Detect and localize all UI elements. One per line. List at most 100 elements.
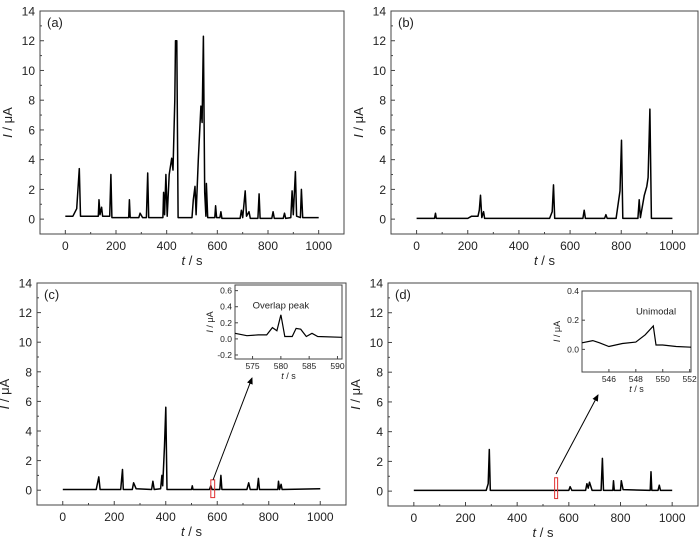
x-axis-label: t / s: [533, 525, 554, 540]
y-axis-label-var: I: [351, 134, 366, 138]
inset-y-axis-label: I / μA: [205, 311, 215, 332]
x-tick-label: 1000: [659, 511, 686, 525]
inset-series-line: [234, 314, 343, 338]
y-axis-label-var: I: [348, 406, 363, 410]
y-tick-label: 4: [25, 425, 32, 439]
highlight-box: [554, 477, 559, 500]
plot-frame: [39, 10, 345, 235]
inset-x-tick-label: 590: [330, 361, 344, 371]
y-tick-label: 4: [376, 425, 383, 439]
y-axis-label-unit: / μA: [351, 107, 366, 134]
inset: 546 548 550 552 0.0 0.2 0.4 t / s I / μA Unimodal: [552, 286, 697, 394]
x-axis-label-unit: / s: [185, 253, 203, 268]
x-axis-label-unit: / s: [185, 524, 203, 539]
y-tick-label: 12: [373, 34, 387, 48]
y-tick-label: 10: [370, 336, 384, 350]
y-tick-label: 14: [373, 5, 387, 19]
panel-a: 0 200 400 600 800 1000 0 2 4 6 8 10 12 14 t / s I / μA (…: [0, 5, 345, 268]
plot-frame: [390, 10, 699, 235]
inset-frame: [234, 284, 343, 360]
y-tick-label: 2: [379, 183, 386, 197]
inset-y-label-unit: / μA: [552, 321, 562, 340]
x-tick-label: 600: [207, 510, 227, 524]
y-tick-label: 6: [379, 123, 386, 137]
y-tick-label: 12: [22, 34, 36, 48]
inset-y-label-unit: / μA: [205, 311, 215, 330]
y-tick-label: 0: [28, 213, 35, 227]
x-axis-label-unit: / s: [536, 525, 554, 540]
y-axis-label-unit: / μA: [0, 378, 12, 405]
inset-x-tick-label: 550: [656, 374, 670, 384]
inset-annotation: Unimodal: [636, 306, 676, 317]
panel-label: (c): [44, 287, 59, 302]
inset-x-label-var: t: [629, 384, 632, 394]
y-tick-label: 8: [28, 94, 35, 108]
panel-d: 0 200 400 600 800 1000 0 2 4 6 8 10 12 14 t / s I / μA (…: [348, 277, 699, 540]
data-series-line: [62, 406, 321, 491]
inset-y-label-var: I: [205, 330, 215, 333]
x-tick-label: 200: [104, 510, 124, 524]
x-tick-label: 600: [560, 239, 580, 253]
inset-series-line: [581, 324, 692, 348]
x-axis-label: t / s: [181, 524, 202, 539]
x-tick-label: 1000: [659, 239, 686, 253]
x-tick-label: 200: [106, 239, 126, 253]
y-tick-label: 14: [22, 5, 36, 19]
inset-frame: [581, 290, 692, 373]
inset-x-axis-label: t / s: [281, 371, 296, 381]
x-tick-label: 600: [559, 511, 579, 525]
zoom-arrow: [555, 394, 599, 475]
inset-x-label-var: t: [281, 371, 284, 381]
y-tick-label: 12: [19, 306, 33, 320]
inset-y-tick-label: 0.0: [567, 344, 579, 354]
x-tick-label: 400: [507, 511, 527, 525]
y-tick-label: 10: [373, 64, 387, 78]
panel-label: (a): [47, 15, 63, 30]
inset-y-tick-label: 0.4: [567, 286, 579, 296]
x-tick-label: 0: [59, 510, 66, 524]
y-tick-label: 6: [28, 123, 35, 137]
zoom-arrow: [212, 377, 253, 481]
x-tick-label: 800: [611, 239, 631, 253]
x-tick-label: 600: [207, 239, 227, 253]
y-tick-label: 2: [28, 183, 35, 197]
panel-label: (b): [398, 15, 414, 30]
x-tick-label: 200: [455, 511, 475, 525]
inset-y-label-var: I: [552, 339, 562, 342]
x-tick-label: 200: [458, 239, 478, 253]
inset-x-tick-label: 580: [274, 361, 288, 371]
inset-x-tick-label: 552: [683, 374, 697, 384]
panel-b: 0 200 400 600 800 1000 0 2 4 6 8 10 12 14 t / s I / μA (…: [351, 5, 699, 268]
y-tick-label: 10: [19, 336, 33, 350]
data-series-line: [416, 108, 673, 220]
y-tick-label: 8: [376, 366, 383, 380]
inset-annotation: Overlap peak: [253, 300, 310, 311]
x-tick-label: 1000: [305, 239, 332, 253]
inset-x-tick-label: 546: [602, 374, 616, 384]
inset-x-tick-label: 585: [302, 361, 316, 371]
y-tick-label: 6: [376, 395, 383, 409]
x-axis-label-var: t: [182, 253, 187, 268]
y-tick-label: 4: [28, 153, 35, 167]
x-tick-label: 1000: [307, 510, 334, 524]
x-axis-label: t / s: [182, 253, 203, 268]
y-axis-label: I / μA: [348, 379, 363, 410]
y-tick-label: 8: [25, 365, 32, 379]
y-axis-label: I / μA: [0, 107, 15, 138]
inset-y-tick-label: 0.4: [220, 302, 232, 312]
y-axis-label-unit: / μA: [0, 107, 15, 134]
inset-y-tick-label: 0.2: [567, 315, 579, 325]
y-tick-label: 0: [376, 485, 383, 499]
x-axis-label-var: t: [181, 524, 186, 539]
x-axis-label: t / s: [534, 253, 555, 268]
x-axis-label-var: t: [534, 253, 539, 268]
x-tick-label: 0: [410, 511, 417, 525]
panel-label: (d): [395, 287, 411, 302]
y-tick-label: 10: [22, 64, 36, 78]
y-tick-label: 12: [370, 306, 384, 320]
y-axis-label-unit: / μA: [348, 379, 363, 406]
y-tick-label: 0: [25, 484, 32, 498]
y-tick-label: 2: [376, 455, 383, 469]
